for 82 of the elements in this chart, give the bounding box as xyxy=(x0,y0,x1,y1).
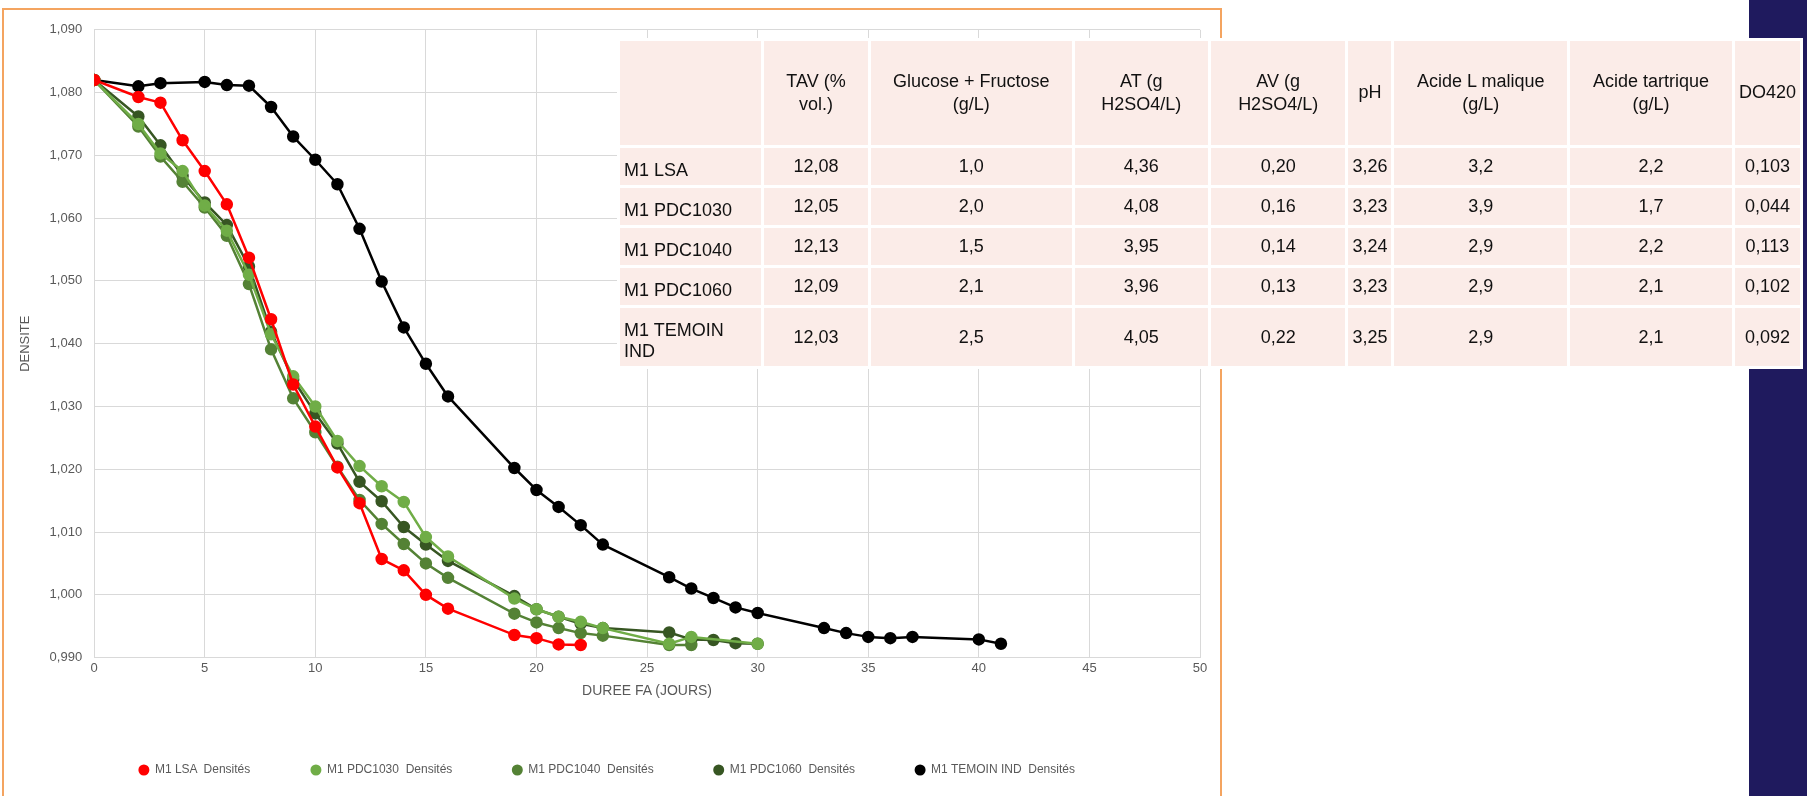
text: 0,13 xyxy=(1260,276,1296,296)
text: 2,9 xyxy=(1468,276,1494,296)
text: 2,1 xyxy=(1638,326,1664,347)
text: 0,103 xyxy=(1744,156,1790,176)
text: 3,23 xyxy=(1352,196,1388,216)
y-axis-title: DENSITE xyxy=(17,315,33,372)
text: 4,08 xyxy=(1123,196,1159,216)
x-tick-label: 30 xyxy=(750,659,765,675)
text: 4,36 xyxy=(1123,156,1159,176)
text: 3,2 xyxy=(1468,156,1494,176)
x-tick-label: 15 xyxy=(418,659,434,675)
x-tick-label: 40 xyxy=(971,659,987,675)
category-label: M1 LSA xyxy=(624,160,689,180)
text: 0,16 xyxy=(1260,196,1296,216)
x-tick-label: 50 xyxy=(1192,659,1208,675)
category-label: AV (g H2SO4/L) xyxy=(1210,41,1346,145)
legend-label: M1 PDC1040 Densités xyxy=(528,762,654,777)
text: 0,113 xyxy=(1745,236,1790,256)
text: 0,044 xyxy=(1744,196,1790,216)
text: 0,102 xyxy=(1744,276,1790,296)
y-tick-label: 1,060 xyxy=(49,209,83,225)
text: 1,5 xyxy=(958,236,984,256)
y-tick-label: 1,080 xyxy=(49,84,83,100)
x-tick-label: 10 xyxy=(308,659,323,675)
y-tick-label: 0,990 xyxy=(49,649,83,665)
x-tick-label: 0 xyxy=(90,659,98,675)
category-label: Acide L malique (g/L) xyxy=(1394,41,1568,145)
text: 12,09 xyxy=(793,276,839,296)
text: 2,1 xyxy=(958,276,984,296)
text: 2,2 xyxy=(1638,236,1664,256)
text: 0,22 xyxy=(1260,326,1296,347)
x-tick-label: 5 xyxy=(201,659,209,675)
category-label: M1 TEMOIN IND xyxy=(624,320,724,361)
text: 0,092 xyxy=(1744,326,1790,347)
y-tick-label: 1,070 xyxy=(49,146,83,162)
text: 3,95 xyxy=(1123,236,1159,256)
category-label: M1 PDC1060 xyxy=(624,280,733,300)
x-tick-label: 35 xyxy=(861,659,876,675)
text: 2,9 xyxy=(1468,236,1494,256)
text: 1,0 xyxy=(958,156,984,176)
text: 2,9 xyxy=(1468,326,1494,347)
y-tick-label: 1,040 xyxy=(49,335,83,351)
x-tick-label: 20 xyxy=(529,659,544,675)
text: 0,20 xyxy=(1260,156,1296,176)
text: 3,24 xyxy=(1352,236,1388,256)
y-tick-label: 1,010 xyxy=(49,523,83,539)
text: 3,23 xyxy=(1352,276,1388,296)
x-tick-label: 25 xyxy=(639,659,655,675)
category-label: M1 PDC1030 xyxy=(624,200,733,220)
legend-label: M1 LSA Densités xyxy=(154,762,251,777)
category-label: pH xyxy=(1348,41,1392,145)
y-tick-label: 1,030 xyxy=(49,398,83,414)
y-tick-label: 1,090 xyxy=(49,21,83,37)
text: 12,08 xyxy=(793,156,839,176)
y-tick-label: 1,050 xyxy=(49,272,83,288)
y-tick-label: 1,020 xyxy=(49,460,83,476)
y-tick-label: 1,000 xyxy=(49,586,83,602)
category-label: DO420 xyxy=(1734,41,1800,145)
text: 2,0 xyxy=(958,196,984,216)
text: 12,13 xyxy=(793,236,839,256)
text: 2,2 xyxy=(1638,156,1664,176)
text: 3,26 xyxy=(1352,156,1388,176)
text: 4,05 xyxy=(1123,326,1159,347)
category-label: TAV (% vol.) xyxy=(764,41,868,145)
text: 3,96 xyxy=(1123,276,1159,296)
text: 2,5 xyxy=(958,326,984,347)
text: 12,05 xyxy=(793,196,839,216)
legend-label: M1 TEMOIN IND Densités xyxy=(931,762,1075,777)
text: 12,03 xyxy=(793,326,839,347)
x-axis-title: DUREE FA (JOURS) xyxy=(582,682,713,699)
text: 0,14 xyxy=(1260,236,1296,256)
category-label: M1 PDC1040 xyxy=(624,240,733,260)
category-label: Acide tartrique (g/L) xyxy=(1570,41,1732,145)
legend-label: M1 PDC1030 Densités xyxy=(326,762,453,777)
text: 1,7 xyxy=(1638,196,1664,216)
text: 3,25 xyxy=(1352,326,1388,347)
text: 3,9 xyxy=(1468,196,1494,216)
category-label: Glucose + Fructose (g/L) xyxy=(870,41,1072,145)
category-label: AT (g H2SO4/L) xyxy=(1074,41,1208,145)
legend-label: M1 PDC1060 Densités xyxy=(729,762,856,777)
x-tick-label: 45 xyxy=(1082,659,1097,675)
text: 2,1 xyxy=(1638,276,1664,296)
